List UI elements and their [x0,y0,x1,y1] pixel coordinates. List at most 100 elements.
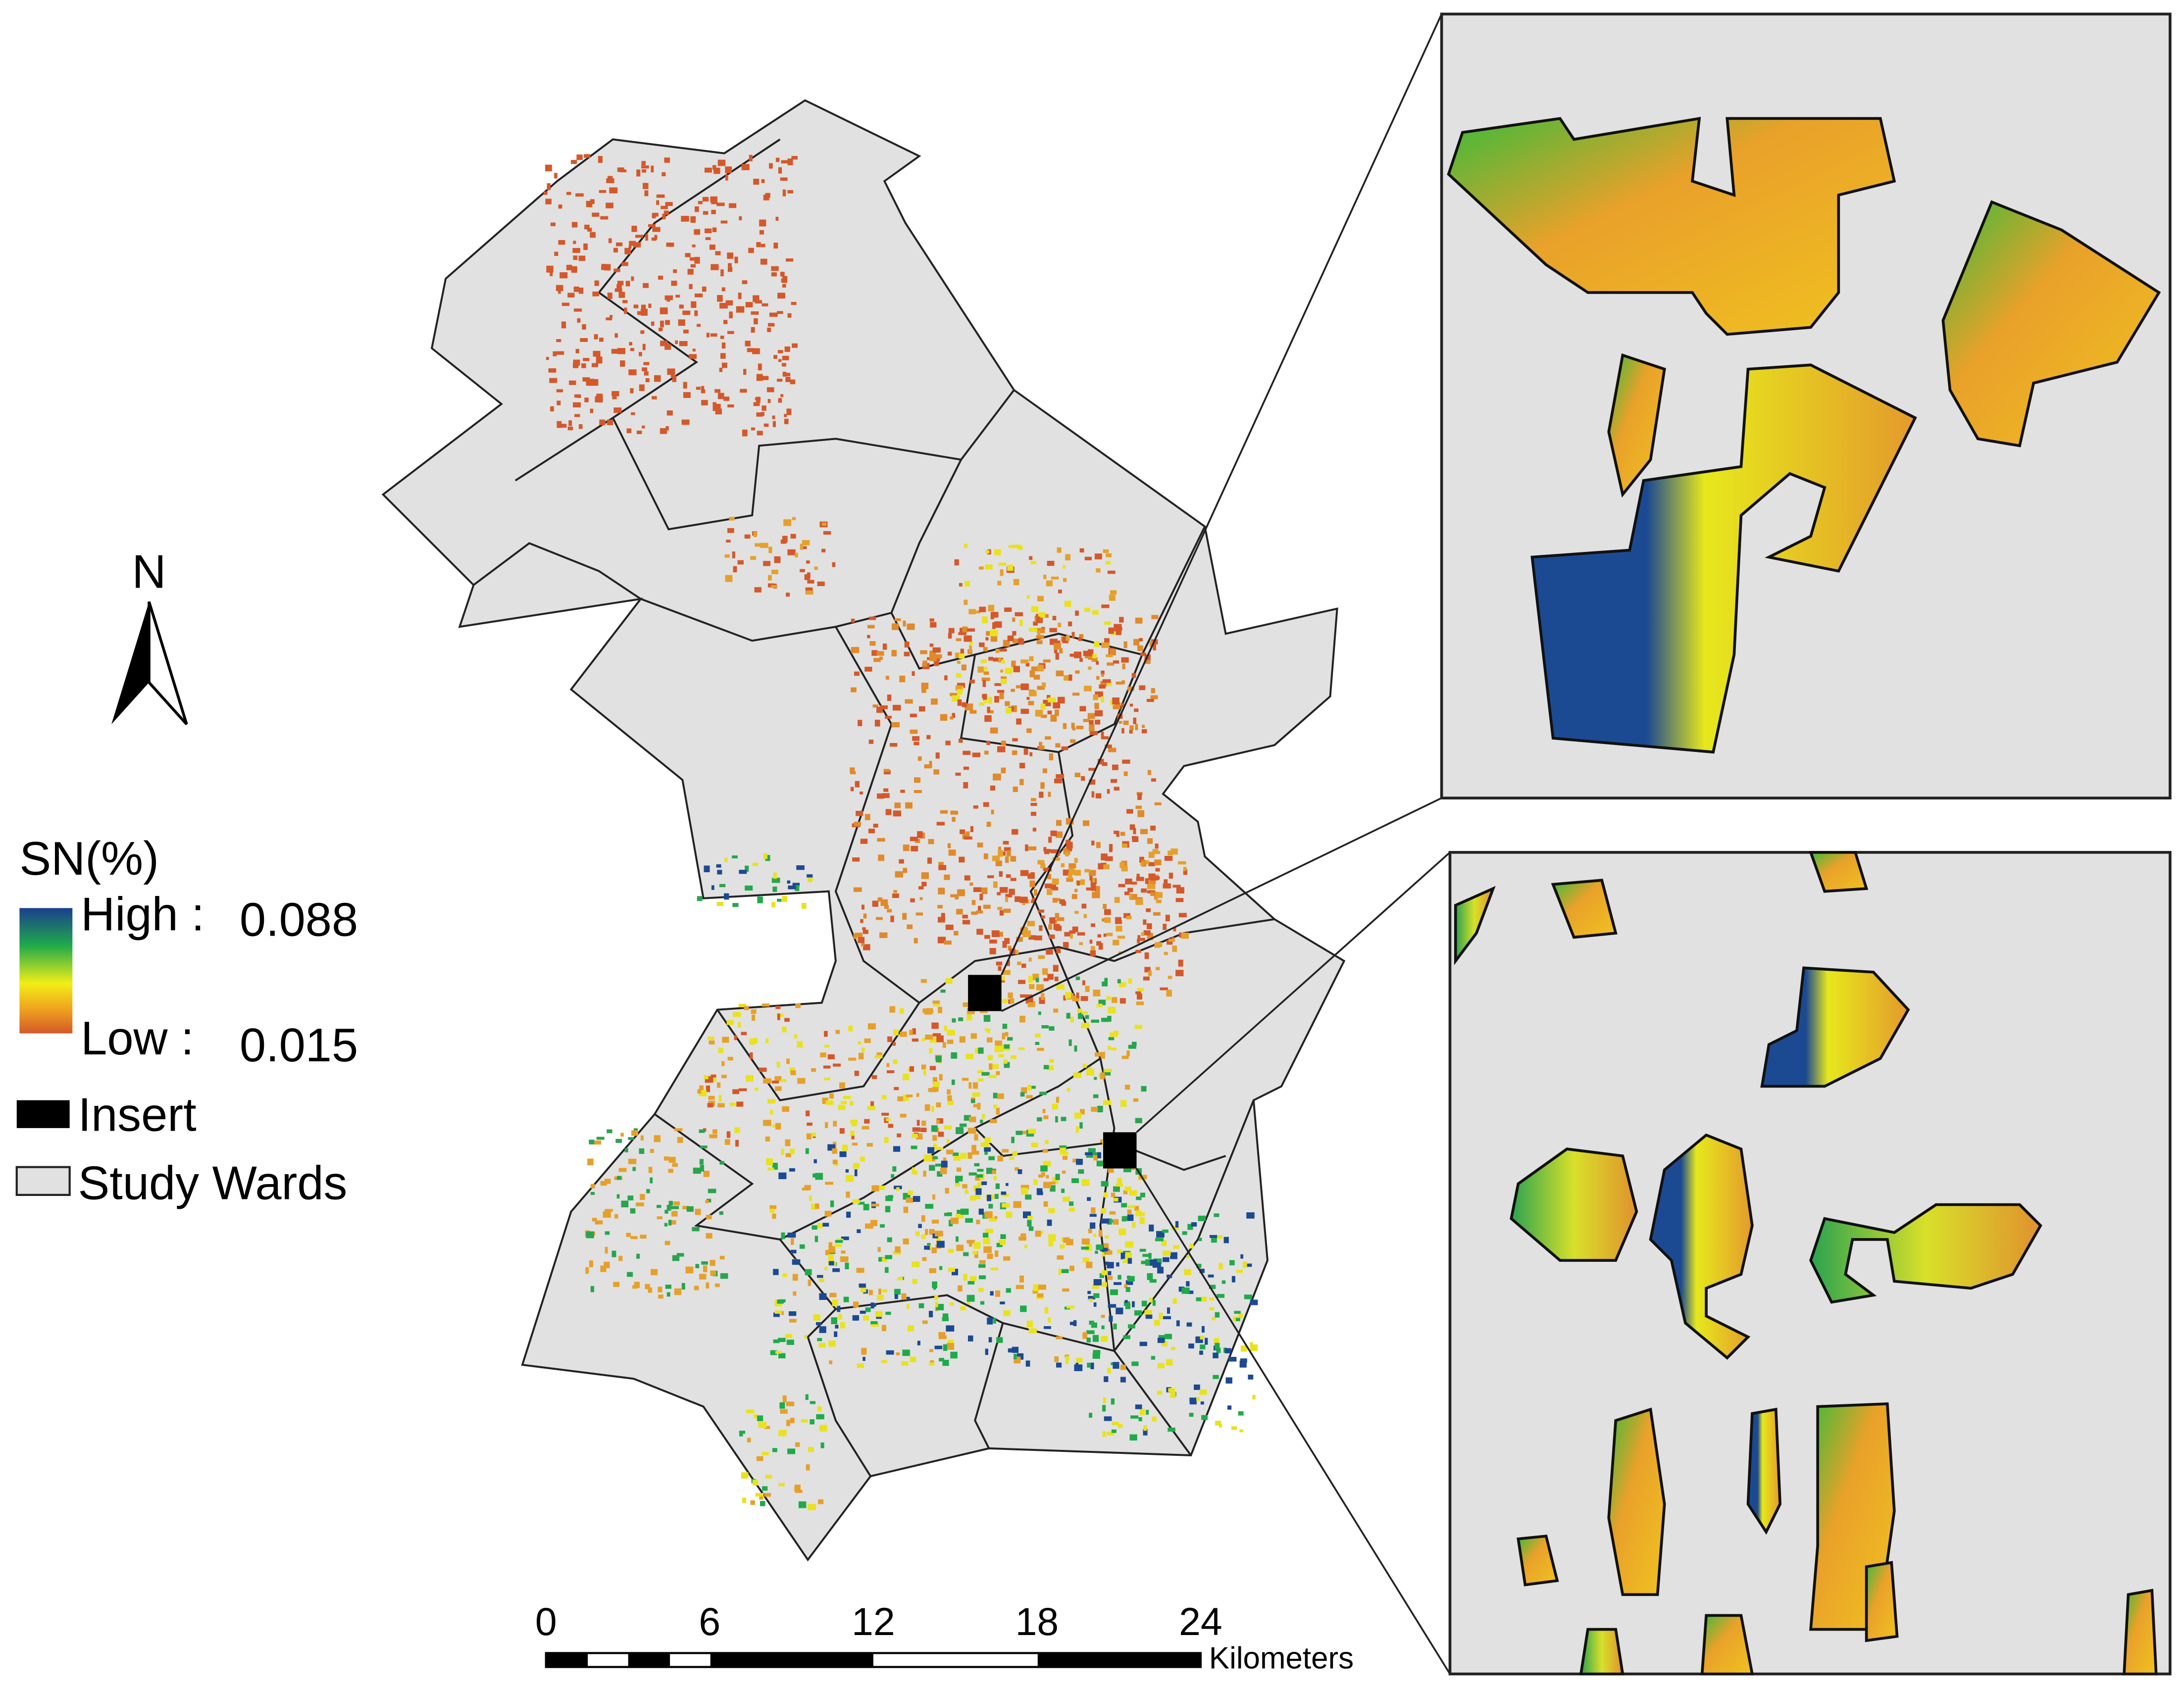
sn-pixel [763,1120,771,1126]
sn-pixel [727,1056,733,1061]
sn-pixel [834,1331,838,1337]
sn-pixel [1063,942,1069,948]
sn-pixel [870,1101,874,1107]
sn-pixel [758,363,762,371]
insert-swatch [16,1100,70,1128]
sn-pixel [1043,574,1047,579]
sn-pixel [950,1351,958,1359]
sn-pixel [1110,590,1117,595]
scale-segment [546,1653,588,1667]
sn-pixel [933,1003,940,1006]
sn-pixel [1057,1255,1064,1260]
sn-pixel [959,653,965,659]
sn-pixel [1154,944,1160,948]
sn-pixel [1055,1174,1060,1180]
sn-pixel [785,1139,791,1146]
sn-pixel [786,1340,794,1345]
sn-pixel [694,256,700,264]
sn-pixel [1154,859,1162,866]
sn-pixel [852,1122,857,1127]
sn-pixel [923,1069,926,1076]
sn-pixel [1096,676,1100,680]
sn-pixel [978,566,984,570]
sn-pixel [805,1148,809,1154]
sn-pixel [1004,847,1011,851]
sn-pixel [963,1002,971,1007]
sn-pixel [1140,1192,1145,1197]
sn-pixel [794,1034,797,1039]
sn-pixel [947,1030,955,1036]
sn-pixel [769,1208,775,1213]
sn-pixel [1029,656,1034,661]
sn-pixel [1104,978,1108,982]
sn-pixel [752,1014,756,1021]
sn-pixel [934,654,942,659]
sn-pixel [712,1129,717,1134]
sn-pixel [1172,885,1181,888]
sn-pixel [806,1133,812,1140]
sn-pixel [825,1100,834,1105]
sn-pixel [922,1320,928,1324]
sn-pixel [825,1250,830,1255]
sn-pixel [1103,903,1107,909]
sn-pixel [973,887,982,893]
sn-pixel [1089,731,1098,735]
sn-pixel [903,1206,909,1213]
sn-pixel [1007,635,1014,642]
sn-pixel [1077,1008,1082,1013]
sn-pixel [1119,862,1124,868]
sn-pixel [873,658,881,662]
sn-pixel [645,1284,650,1290]
sn-pixel [658,1294,663,1299]
sn-pixel [977,843,983,847]
sn-pixel [819,1425,827,1432]
sn-pixel [1009,1156,1015,1160]
sn-pixel [902,1349,910,1356]
sn-pixel [1049,1059,1054,1063]
sn-pixel [962,833,967,840]
sn-pixel [1075,610,1079,616]
sn-pixel [805,1269,812,1276]
sn-pixel [1166,990,1172,997]
sn-pixel [996,961,1003,966]
sn-pixel [1106,553,1112,557]
sn-pixel [1124,892,1130,895]
sn-pixel [1164,879,1168,885]
sn-pixel [786,593,790,597]
sn-pixel [1156,967,1160,970]
sn-pixel [1072,693,1080,696]
sn-pixel [1079,1122,1083,1129]
sn-pixel [807,874,813,878]
sn-pixel [1121,728,1124,734]
sn-pixel [1191,1222,1197,1227]
sn-pixel [747,348,755,352]
sn-pixel [654,1135,660,1142]
sn-pixel [846,1192,850,1198]
sn-pixel [1043,978,1049,982]
sn-pixel [950,810,959,815]
sn-pixel [956,638,962,642]
sn-pixel [1106,933,1113,937]
sn-pixel [672,1163,678,1167]
sn-pixel [1084,607,1090,612]
sn-pixel [1088,1067,1092,1070]
sn-pixel [577,318,581,323]
sn-pixel [624,248,631,254]
sn-pixel [556,339,561,343]
sn-pixel [1089,1320,1094,1325]
sn-pixel [557,400,561,405]
sn-pixel [1161,1240,1167,1246]
sn-pixel [960,648,965,654]
sn-pixel [1127,1209,1132,1215]
sn-pixel [584,224,590,230]
sn-pixel [720,220,728,224]
sn-pixel [1028,1129,1036,1134]
sn-pixel [732,855,738,859]
sn-pixel [1087,1291,1091,1294]
sn-pixel [607,419,613,425]
sn-pixel [947,651,952,656]
sn-pixel [1125,1280,1133,1285]
sn-pixel [976,1174,983,1178]
sn-pixel [961,664,966,671]
